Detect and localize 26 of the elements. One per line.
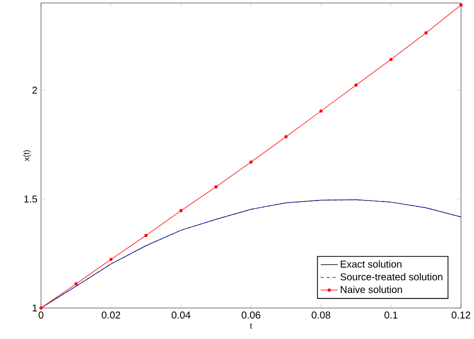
point xyxy=(424,31,428,34)
legend-label: Source-treated solution xyxy=(340,273,442,280)
point xyxy=(74,282,78,286)
point xyxy=(354,84,358,87)
point xyxy=(459,3,463,7)
y-tick-label: 2 xyxy=(32,86,37,94)
point xyxy=(389,58,393,62)
point xyxy=(249,160,253,164)
point xyxy=(319,109,323,113)
x-tick-label: 0.08 xyxy=(312,312,330,319)
x-tick-label: 0.04 xyxy=(172,312,190,319)
legend-label: Naive solution xyxy=(340,286,402,294)
x-tick-label: 0 xyxy=(38,312,44,319)
x-tick-label: 0.06 xyxy=(242,312,260,319)
point xyxy=(284,135,288,138)
x-tick-label: 0.12 xyxy=(452,312,470,319)
y-tick-label: 1.5 xyxy=(24,196,38,203)
point xyxy=(179,209,183,212)
point xyxy=(144,234,148,238)
y-tick-label: 1 xyxy=(32,304,37,312)
x-tick-label: 0.02 xyxy=(102,312,120,319)
point xyxy=(109,258,113,262)
point xyxy=(39,306,43,310)
legend-label: Exact solution xyxy=(340,260,402,268)
point xyxy=(214,185,218,188)
x-tick-label: 0.1 xyxy=(384,312,398,319)
